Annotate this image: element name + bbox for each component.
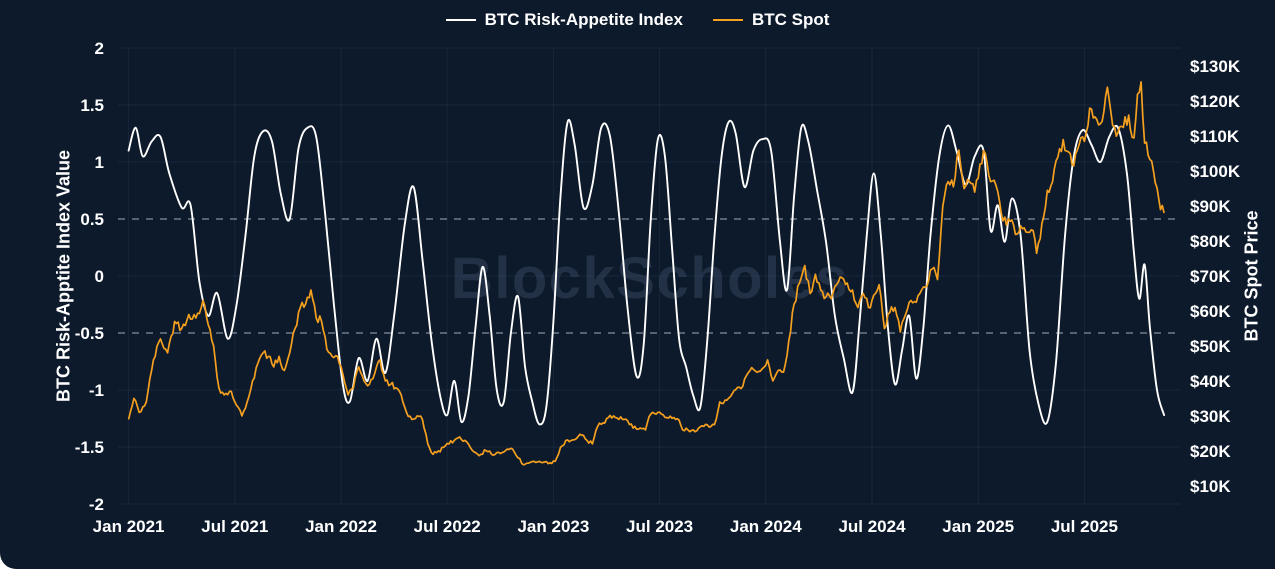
right-y-tick-label: $110K	[1190, 127, 1240, 146]
legend-label-btc-spot: BTC Spot	[751, 10, 830, 29]
right-y-tick-label: $70K	[1190, 267, 1231, 286]
right-y-tick-label: $120K	[1190, 92, 1241, 111]
series-line-risk-appetite-index	[127, 119, 1166, 426]
x-tick-label: Jul 2021	[201, 517, 268, 536]
x-tick-label: Jul 2022	[414, 517, 481, 536]
left-y-tick-label: -0.5	[75, 324, 104, 343]
left-y-tick-label: 2	[95, 39, 104, 58]
chart-legend: BTC Risk-Appetite Index BTC Spot	[0, 10, 1275, 30]
x-tick-label: Jul 2024	[838, 517, 906, 536]
legend-line-swatch-orange	[712, 19, 743, 21]
right-y-tick-label: $10K	[1190, 477, 1231, 496]
right-y-tick-label: $90K	[1190, 197, 1231, 216]
left-y-tick-label: -1	[89, 381, 104, 400]
right-y-tick-label: $130K	[1190, 57, 1241, 76]
legend-item-btc-spot[interactable]: BTC Spot	[712, 10, 830, 30]
x-tick-label: Jan 2021	[93, 517, 165, 536]
right-y-tick-label: $30K	[1190, 407, 1231, 426]
left-y-tick-label: -2	[89, 495, 104, 514]
legend-line-swatch-white	[445, 19, 476, 21]
right-y-tick-label: $20K	[1190, 442, 1231, 461]
plot-area	[127, 81, 1166, 466]
x-tick-label: Jan 2023	[517, 517, 589, 536]
left-y-tick-label: 1.5	[80, 96, 104, 115]
left-y-tick-label: -1.5	[75, 438, 104, 457]
x-tick-label: Jan 2025	[942, 517, 1014, 536]
x-tick-label: Jul 2025	[1051, 517, 1118, 536]
left-y-tick-label: 1	[95, 153, 104, 172]
right-y-tick-label: $50K	[1190, 337, 1231, 356]
right-y-tick-label: $80K	[1190, 232, 1231, 251]
legend-item-risk-appetite-index[interactable]: BTC Risk-Appetite Index	[445, 10, 683, 30]
right-y-tick-label: $60K	[1190, 302, 1231, 321]
x-tick-label: Jan 2024	[730, 517, 802, 536]
left-y-tick-label: 0.5	[80, 210, 104, 229]
series-line-btc-spot	[127, 81, 1165, 466]
right-y-tick-label: $40K	[1190, 372, 1231, 391]
left-y-tick-label: 0	[95, 267, 104, 286]
right-y-tick-label: $100K	[1190, 162, 1241, 181]
x-tick-label: Jul 2023	[626, 517, 693, 536]
x-tick-label: Jan 2022	[305, 517, 377, 536]
legend-label-risk-appetite-index: BTC Risk-Appetite Index	[484, 10, 683, 29]
